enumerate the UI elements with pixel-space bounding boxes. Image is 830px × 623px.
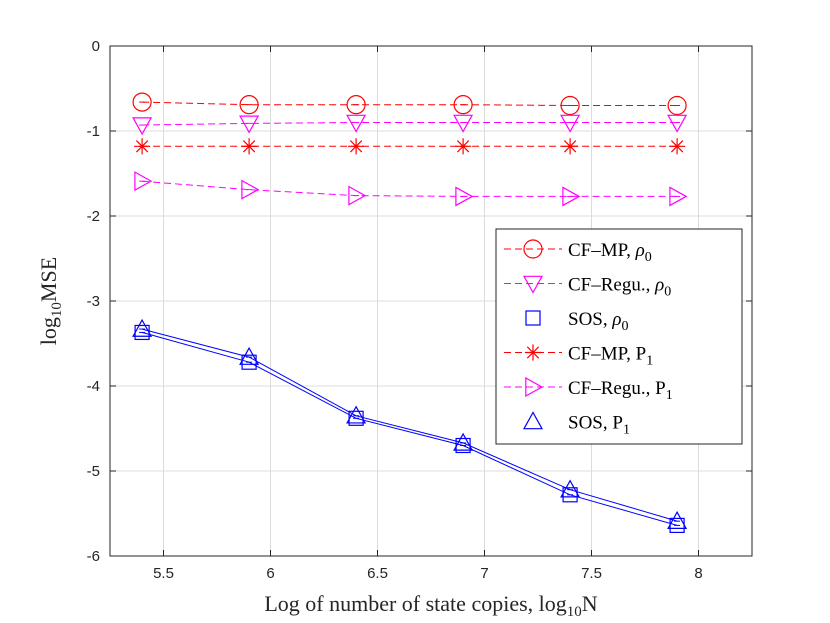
y-tick-label: -3 — [87, 293, 100, 310]
legend-label: SOS, ρ0 — [568, 309, 628, 334]
x-tick-label: 6 — [266, 565, 274, 582]
data-point — [669, 186, 688, 207]
legend-marker — [522, 275, 544, 294]
x-axis-title: Log of number of state copies, log10N — [264, 591, 597, 620]
legend-marker — [525, 376, 544, 398]
x-tick-label: 7 — [480, 565, 488, 582]
data-point — [560, 114, 581, 133]
data-point — [348, 185, 367, 206]
data-point — [562, 487, 578, 503]
legend-marker — [524, 344, 542, 361]
x-tick-label: 7.5 — [581, 565, 602, 582]
series-4 — [134, 138, 686, 155]
data-point — [239, 115, 260, 134]
legend: CF–MP, ρ0 CF–Regu., ρ0 SOS, ρ0 CF–MP, P1 CF–… — [495, 228, 743, 445]
data-point — [132, 92, 152, 112]
x-tick-label: 8 — [694, 565, 702, 582]
data-point — [669, 138, 686, 155]
series-line — [141, 331, 678, 526]
series-line — [142, 180, 678, 197]
legend-entry: CF–MP, ρ0 — [504, 239, 652, 265]
data-point — [453, 114, 474, 133]
data-point — [241, 179, 260, 200]
data-point — [346, 114, 367, 133]
data-point — [132, 117, 153, 136]
legend-label: CF–Regu., P1 — [568, 378, 673, 403]
data-point — [453, 432, 474, 451]
axis-ticks: 5.5 6 6.5 7 7.5 8 0 -1 -2 -3 -4 -5 -6 — [87, 38, 752, 582]
data-point — [667, 114, 688, 133]
data-point — [348, 138, 365, 155]
y-tick-label: 0 — [92, 38, 100, 55]
legend-marker — [523, 239, 543, 259]
legend-marker — [525, 310, 541, 326]
y-tick-label: -6 — [87, 548, 100, 565]
legend-label: CF–Regu., ρ0 — [568, 275, 671, 300]
legend-entry: SOS, ρ0 — [525, 309, 628, 334]
data-point — [241, 354, 257, 370]
x-tick-label: 6.5 — [367, 565, 388, 582]
series-line — [142, 101, 678, 106]
data-point — [346, 405, 367, 424]
legend-label: SOS, P1 — [568, 413, 630, 438]
series-1 — [132, 92, 687, 116]
y-axis-title: log10MSE — [36, 257, 65, 345]
legend-label: CF–MP, ρ0 — [568, 240, 652, 265]
data-point — [667, 95, 687, 116]
y-tick-label: -2 — [87, 208, 100, 225]
series-layer — [132, 92, 688, 534]
y-tick-label: -1 — [87, 123, 100, 140]
data-point — [132, 318, 153, 337]
data-point — [239, 346, 260, 365]
series-line — [141, 328, 678, 522]
y-tick-label: -4 — [87, 378, 100, 395]
data-point — [560, 479, 581, 498]
series-line — [142, 122, 678, 126]
data-point — [455, 138, 472, 155]
legend-entry: CF–Regu., ρ0 — [504, 275, 671, 300]
data-point — [455, 186, 474, 207]
data-point — [667, 510, 688, 529]
legend-entry: CF–Regu., P1 — [504, 376, 673, 403]
legend-entry: CF–MP, P1 — [504, 344, 653, 369]
legend-entry: SOS, P1 — [522, 411, 630, 438]
data-point — [241, 138, 258, 155]
data-point — [346, 95, 366, 115]
data-point — [134, 171, 153, 192]
data-point — [453, 95, 473, 115]
x-tick-label: 5.5 — [153, 565, 174, 582]
data-point — [239, 95, 259, 115]
data-point — [134, 138, 151, 155]
legend-label: CF–MP, P1 — [568, 344, 653, 369]
data-point — [560, 95, 580, 116]
series-5 — [134, 171, 688, 207]
data-point — [562, 138, 579, 155]
series-2 — [132, 114, 688, 136]
data-point — [562, 186, 581, 207]
y-tick-label: -5 — [87, 463, 100, 480]
series-6 — [132, 318, 688, 529]
legend-marker — [522, 411, 544, 430]
legend-box — [495, 228, 743, 445]
